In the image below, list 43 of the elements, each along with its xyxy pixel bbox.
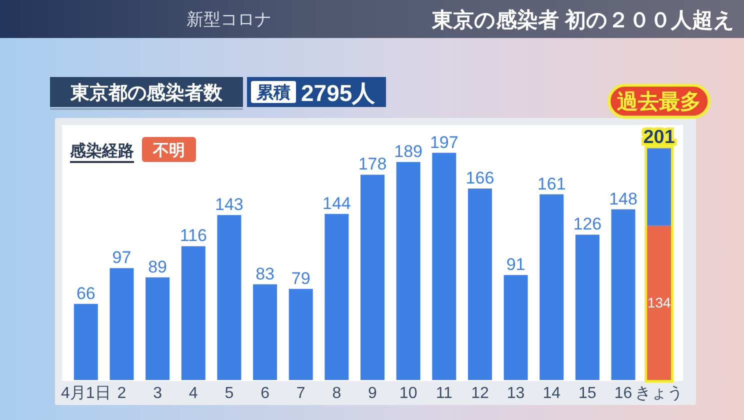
data-label: 161: [537, 174, 566, 194]
data-label: 197: [430, 132, 458, 152]
data-label: 143: [215, 195, 244, 214]
x-tick-label: 13: [506, 385, 525, 402]
x-tick-label: 5: [224, 385, 234, 402]
total-label: 201: [643, 127, 675, 148]
annotation: 東京の感染者 初の２００人超え: [432, 9, 735, 32]
data-label: 89: [148, 257, 168, 276]
annotation: 累積: [256, 83, 290, 102]
annotation: 2795人: [301, 80, 376, 106]
x-tick-label: きょう: [635, 385, 684, 402]
x-tick-label: 3: [153, 385, 162, 402]
title: 東京都の感染者数: [70, 83, 222, 104]
x-tick-label: 4月1日: [61, 385, 111, 402]
data-label: 66: [76, 284, 96, 303]
data-label: 148: [609, 189, 638, 208]
x-tick-label: 12: [471, 385, 489, 402]
data-label: 178: [358, 154, 387, 174]
annotation: 過去最多: [617, 90, 702, 114]
data-label: 126: [573, 214, 602, 234]
data-label: 79: [291, 268, 310, 288]
data-label: 116: [180, 226, 207, 246]
x-tick-label: 2: [117, 385, 126, 402]
x-tick-label: 11: [436, 385, 452, 402]
data-label: 91: [506, 255, 526, 274]
x-tick-label: 6: [260, 385, 270, 402]
data-label: 144: [322, 194, 351, 213]
x-tick-label: 15: [578, 385, 596, 402]
data-label: 189: [394, 142, 422, 162]
legend-label: 不明: [153, 142, 185, 160]
x-tick-label: 16: [614, 385, 632, 402]
x-tick-label: 8: [332, 385, 342, 402]
x-tick-label: 9: [368, 385, 377, 402]
x-tick-label: 14: [542, 385, 561, 402]
data-label: 83: [256, 264, 274, 284]
data-label: 97: [112, 248, 132, 268]
x-tick-label: 7: [296, 385, 306, 402]
data-label: 134: [647, 294, 671, 311]
annotation: 新型コロナ: [186, 10, 272, 29]
x-tick-label: 10: [399, 385, 418, 402]
x-tick-label: 4: [188, 385, 198, 402]
legend-title: 感染経路: [70, 143, 134, 160]
data-label: 166: [466, 168, 494, 188]
